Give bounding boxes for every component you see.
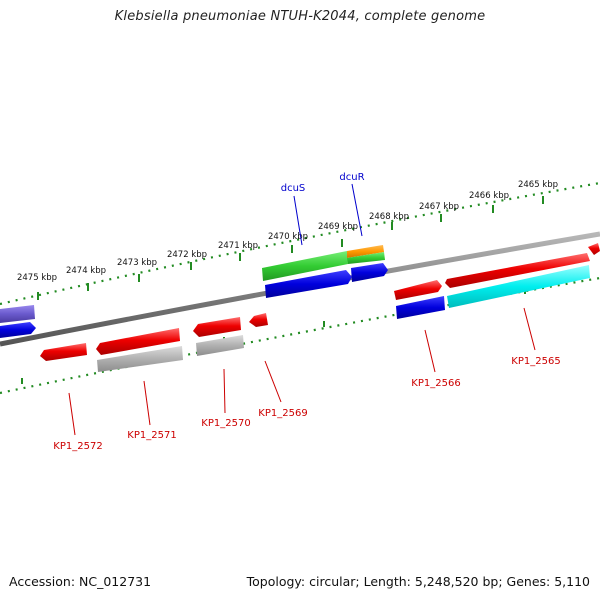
gene-feature[interactable] [0,322,36,338]
gene-feature[interactable] [193,317,241,337]
gene-feature-dcuS[interactable] [262,251,348,281]
accession-text: Accession: NC_012731 [9,574,152,589]
forward-genes [0,243,600,338]
reverse-genes [40,313,268,372]
reverse-gene-labels [68,307,536,436]
map-title: Klebsiella pneumoniae NTUH-K2044, comple… [114,9,486,24]
gene-feature[interactable] [0,305,35,323]
gene-feature[interactable] [265,270,352,298]
gene-feature[interactable] [96,328,180,355]
gene-feature[interactable] [588,243,600,255]
gene-label-dcuS[interactable]: dcuS [281,183,306,194]
topology-text: Topology: circular; Length: 5,248,520 bp… [246,574,590,589]
ruler-label-2473: 2473 kbp [117,258,157,268]
gene-label-KP1_2571[interactable]: KP1_2571 [127,430,176,441]
ruler-label-2471: 2471 kbp [218,241,258,251]
ruler-label-2466: 2466 kbp [469,191,509,201]
gene-feature[interactable] [347,252,385,264]
gene-label-KP1_2569[interactable]: KP1_2569 [258,408,307,419]
gene-label-KP1_2572[interactable]: KP1_2572 [53,441,102,452]
ruler-label-2470: 2470 kbp [268,232,308,242]
ruler-label-2468: 2468 kbp [369,212,409,222]
gene-feature-dcuR[interactable] [347,245,384,258]
ruler-label-2472: 2472 kbp [167,250,207,260]
ruler-label-2469: 2469 kbp [318,222,358,232]
ruler-label-2474: 2474 kbp [66,266,106,276]
gene-feature[interactable] [396,296,445,319]
gene-feature[interactable] [249,313,268,327]
gene-feature[interactable] [351,263,388,282]
inner-ruler-track [0,276,600,395]
gene-label-KP1_2565[interactable]: KP1_2565 [511,356,560,367]
ruler-label-2465: 2465 kbp [518,180,558,190]
gene-label-KP1_2566[interactable]: KP1_2566 [411,378,460,389]
gene-feature[interactable] [196,335,244,356]
gene-feature[interactable] [97,346,183,372]
gene-feature[interactable] [40,343,87,361]
gene-feature[interactable] [447,265,590,308]
forward-gene-labels: dcuS dcuR [281,172,365,246]
ruler-label-2467: 2467 kbp [419,202,459,212]
gene-feature[interactable] [445,253,590,288]
ruler-label-2475: 2475 kbp [17,273,57,283]
gene-feature[interactable] [394,280,442,300]
gene-label-KP1_2570[interactable]: KP1_2570 [201,418,250,429]
gene-label-dcuR[interactable]: dcuR [339,172,364,183]
